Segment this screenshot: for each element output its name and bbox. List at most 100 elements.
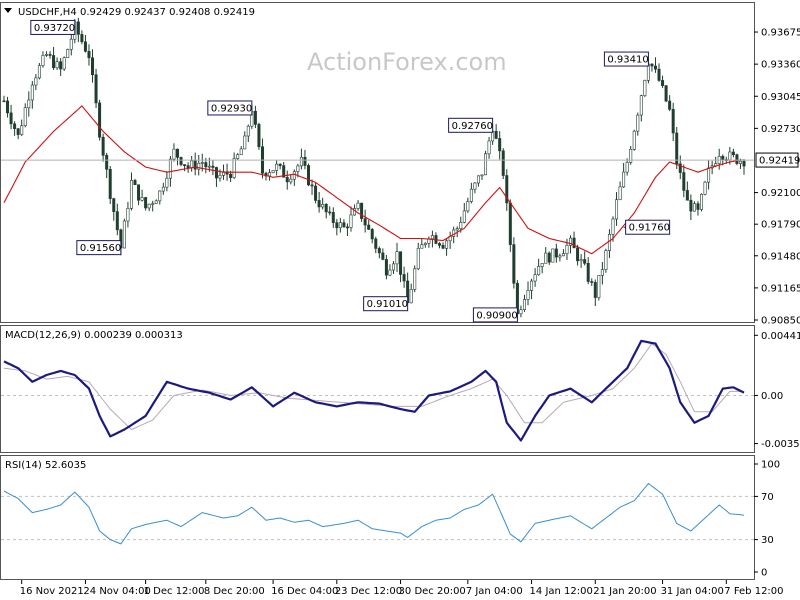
rsi-label: RSI(14) 52.6035 (5, 460, 86, 471)
candle (558, 253, 562, 262)
candle-body (653, 65, 657, 70)
candle-body (597, 275, 601, 298)
macd-label: MACD(12,26,9) 0.000239 0.000313 (5, 330, 183, 341)
candle (13, 121, 17, 136)
time-tick-label: 7 Feb 12:00 (724, 586, 783, 597)
annotation-box (207, 100, 253, 116)
candle (356, 199, 360, 211)
candle-body (133, 180, 137, 186)
candle (494, 124, 498, 140)
candles (2, 17, 746, 320)
candle (282, 162, 286, 178)
candle (175, 148, 179, 166)
candle-body (409, 289, 413, 304)
candle-body (108, 168, 112, 199)
candle (374, 236, 378, 254)
symbol-label: USDCHF,H4 (18, 7, 77, 18)
last-price-marker: 0.92419 (1, 152, 800, 168)
candle-body (579, 259, 583, 262)
candle-body (278, 163, 282, 166)
candle-body (696, 203, 700, 210)
price-tick-label: 0.92100 (761, 188, 800, 199)
candle (409, 283, 413, 304)
candle (615, 192, 619, 226)
candle (629, 146, 633, 165)
candle-body (80, 34, 84, 43)
candle (643, 79, 647, 98)
ma-polyline (3, 105, 744, 255)
candle-body (52, 55, 56, 69)
moving-average-line (3, 105, 744, 255)
rsi-axis: 100 70 30 0 (754, 460, 780, 579)
candle-body (232, 158, 236, 178)
candle-body (650, 63, 654, 67)
candle-body (306, 165, 310, 186)
candle (122, 218, 126, 249)
candle (384, 254, 388, 280)
candle-body (98, 102, 102, 138)
candle (30, 81, 34, 109)
candle-body (6, 100, 10, 114)
candle (498, 131, 502, 160)
annotation-label: 0.91760 (629, 223, 670, 234)
candle (16, 127, 20, 140)
candle (625, 158, 629, 176)
candle-body (20, 125, 24, 135)
candle-body (289, 178, 293, 183)
rsi-panel: RSI(14) 52.6035 100 70 30 0 (0, 455, 780, 580)
candle-body (115, 211, 119, 231)
candle-body (314, 185, 318, 201)
candle-body (664, 85, 668, 102)
candle-body (76, 21, 80, 35)
candle-body (317, 200, 321, 208)
candle (158, 190, 162, 205)
candle (636, 112, 640, 136)
candle (586, 257, 590, 285)
candle (466, 197, 470, 213)
candle-body (126, 208, 130, 222)
candle (94, 68, 98, 108)
candle (657, 63, 661, 82)
candle-body (738, 160, 742, 164)
candle-body (707, 167, 711, 183)
collapse-triangle-icon[interactable] (4, 8, 12, 13)
candle-body (101, 136, 105, 156)
candle-body (561, 253, 565, 257)
candle (391, 261, 395, 274)
candle-body (391, 263, 395, 271)
candle-body (207, 165, 211, 168)
candle-body (551, 248, 555, 263)
candle (597, 275, 601, 301)
candle-body (165, 177, 169, 188)
candle-body (692, 203, 696, 212)
price-annotation: 0.90900 (472, 307, 518, 323)
candle-body (413, 268, 417, 290)
candle-body (689, 199, 693, 212)
candle-body (190, 160, 194, 169)
candle (115, 203, 119, 236)
candle (519, 305, 523, 318)
candle-body (62, 57, 66, 70)
candle-body (34, 77, 38, 86)
candle-body (246, 125, 250, 137)
candle (530, 278, 534, 300)
candle (413, 265, 417, 293)
candle (2, 95, 6, 103)
candle-body (37, 65, 41, 79)
annotation-box (448, 117, 494, 133)
candle (395, 242, 399, 272)
rsi-line (3, 482, 745, 545)
candle (183, 164, 187, 172)
price-annotation: 0.91560 (76, 240, 122, 256)
candle (66, 48, 70, 59)
candle (243, 131, 247, 150)
candle (144, 196, 148, 211)
candle-body (285, 176, 289, 183)
candle (526, 281, 530, 306)
candle (197, 154, 201, 176)
candle-body (105, 154, 109, 170)
candle (44, 51, 48, 57)
candle (363, 209, 367, 233)
candle-body (519, 309, 523, 315)
candle-body (505, 175, 509, 204)
